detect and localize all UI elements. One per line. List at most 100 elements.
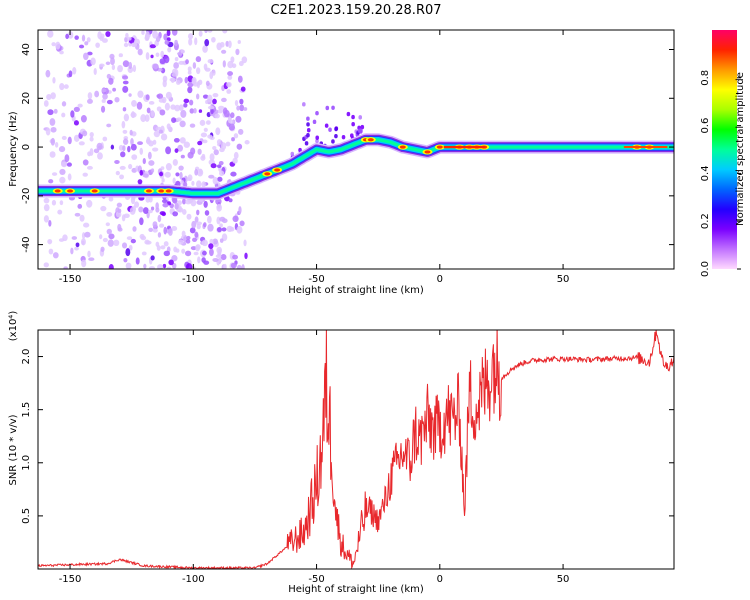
spectral-scatter-point <box>203 222 207 228</box>
spectral-scatter-point <box>213 149 219 156</box>
spectrogram-y-tick-label: 0 <box>21 144 32 150</box>
spectrogram-y-tick-label: -40 <box>21 236 32 252</box>
spectral-scatter-point <box>106 123 112 128</box>
spectral-scatter-point <box>217 176 223 182</box>
spectral-scatter-point <box>58 146 66 153</box>
spectral-scatter-point <box>135 257 140 265</box>
spectral-scatter-point <box>83 52 89 61</box>
spectral-scatter-point <box>192 237 198 243</box>
spectral-scatter-point <box>47 238 53 245</box>
spectral-scatter-point <box>182 209 187 215</box>
spectral-scatter-point <box>227 40 232 49</box>
spectral-scatter-point <box>186 263 193 269</box>
spectral-scatter-point <box>219 41 225 48</box>
track-hotspot-core <box>158 189 165 193</box>
spectral-scatter-point <box>121 214 126 222</box>
track-hotspot-core <box>424 150 431 154</box>
spectral-scatter-point <box>194 216 199 223</box>
spectral-scatter-point <box>50 92 56 100</box>
spectral-scatter-point <box>144 35 150 42</box>
spectral-plume-point <box>290 151 295 157</box>
spectral-scatter-point <box>137 90 144 98</box>
spectral-scatter-point <box>128 163 133 170</box>
spectral-scatter-point <box>145 94 150 101</box>
spectral-scatter-point <box>164 40 170 45</box>
spectral-scatter-point <box>128 244 133 251</box>
spectral-scatter-point <box>112 87 117 92</box>
track-hotspot-core <box>367 138 374 142</box>
spectral-scatter-point <box>243 239 247 247</box>
spectral-scatter-point <box>131 42 138 48</box>
spectral-scatter-point <box>163 250 170 257</box>
spectral-scatter-point <box>212 238 219 245</box>
spectral-scatter-point <box>138 206 144 213</box>
spectral-scatter-point <box>202 139 208 144</box>
spectral-scatter-point <box>95 42 100 48</box>
spectral-scatter-point <box>193 108 197 114</box>
spectral-scatter-point <box>194 168 199 176</box>
snr-x-axis-label: Height of straight line (km) <box>288 584 424 595</box>
spectral-scatter-point <box>87 51 93 56</box>
spectral-scatter-point <box>171 117 177 124</box>
spectral-scatter-point <box>122 60 130 68</box>
spectral-scatter-point <box>182 198 186 205</box>
spectral-scatter-point <box>100 33 105 39</box>
spectral-scatter-point <box>60 161 68 168</box>
spectral-scatter-point <box>156 106 162 112</box>
spectral-scatter-point <box>210 108 214 115</box>
colorbar-tick-label: 0.6 <box>700 118 711 134</box>
spectral-scatter-point <box>46 94 52 100</box>
spectral-scatter-point <box>167 47 172 53</box>
spectral-scatter-point <box>212 176 218 185</box>
spectral-scatter-point <box>67 136 72 145</box>
spectral-scatter-point <box>73 134 80 142</box>
track-hotspot-core <box>67 189 74 193</box>
spectral-scatter-point <box>188 38 193 46</box>
spectral-scatter-point <box>164 171 171 178</box>
spectral-scatter-point <box>72 66 77 75</box>
spectral-scatter-point <box>243 107 248 111</box>
spectral-scatter-point <box>198 109 203 113</box>
spectral-scatter-point <box>165 91 172 100</box>
spectral-plume-point <box>334 133 338 139</box>
spectral-scatter-point <box>190 147 196 155</box>
spectral-scatter-point <box>129 129 133 136</box>
spectral-scatter-point <box>236 105 241 111</box>
spectral-scatter-point <box>192 62 197 69</box>
spectral-scatter-point <box>198 30 203 37</box>
spectral-scatter-point <box>70 247 74 255</box>
spectral-scatter-point <box>122 145 126 152</box>
spectral-scatter-point <box>122 80 129 85</box>
spectral-plume-point <box>358 115 363 120</box>
spectral-scatter-point <box>216 204 221 209</box>
spectral-scatter-point <box>174 104 181 112</box>
spectral-scatter-point <box>84 41 89 46</box>
spectral-scatter-point <box>191 76 197 85</box>
spectral-scatter-point <box>79 214 85 222</box>
spectral-scatter-point <box>226 81 232 88</box>
spectral-scatter-point <box>221 49 227 54</box>
colorbar-tick-label: 0.8 <box>700 70 711 86</box>
spectral-scatter-point <box>209 153 215 161</box>
spectral-scatter-point <box>179 137 186 144</box>
spectral-scatter-point <box>174 57 179 62</box>
spectral-scatter-point <box>171 225 178 232</box>
spectral-scatter-point <box>244 140 250 145</box>
spectral-scatter-point <box>113 239 120 247</box>
spectral-scatter-point <box>212 145 217 151</box>
spectral-scatter-point <box>165 146 172 155</box>
spectral-scatter-point <box>160 133 168 141</box>
spectral-scatter-point <box>140 235 147 241</box>
spectral-scatter-point <box>159 171 164 177</box>
spectral-scatter-point <box>102 136 108 142</box>
spectral-scatter-point <box>107 239 114 247</box>
spectral-scatter-point <box>232 254 238 260</box>
spectral-scatter-point <box>179 171 183 180</box>
spectral-scatter-point <box>131 154 138 160</box>
spectral-scatter-point <box>160 245 166 250</box>
spectral-scatter-point <box>150 255 155 261</box>
spectrogram-panel: -150 -100 -50 0 50 -40 -20 0 20 40 Height of str… <box>8 29 675 296</box>
spectral-scatter-point <box>73 120 79 126</box>
spectral-scatter-point <box>230 262 237 269</box>
spectral-scatter-point <box>90 57 96 66</box>
